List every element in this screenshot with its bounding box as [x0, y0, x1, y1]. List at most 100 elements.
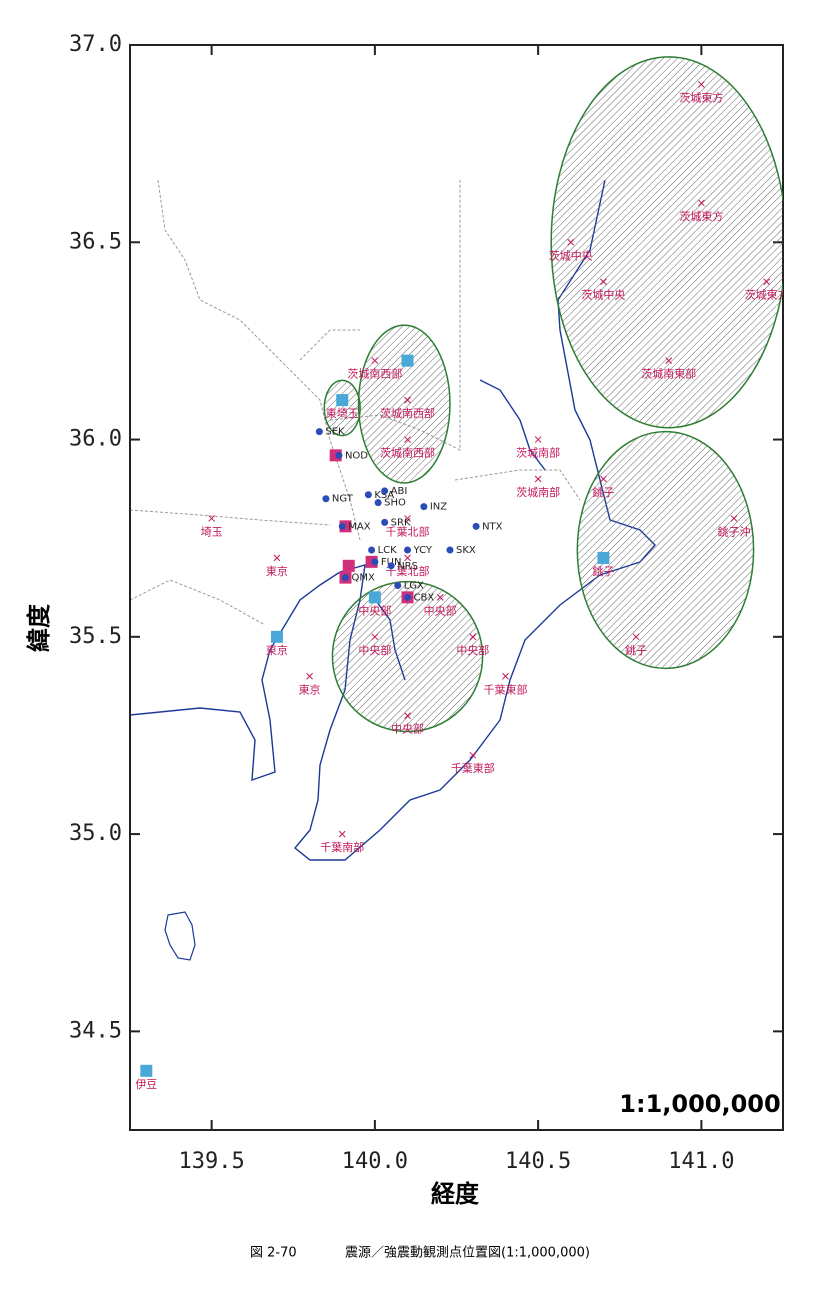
epicenter-label: 茨城南部: [516, 485, 560, 499]
station-square: [342, 559, 355, 572]
epicenter-label: 千葉北部: [386, 524, 430, 538]
station: [364, 491, 372, 499]
epicenter-label: 茨城南西部: [380, 406, 435, 420]
epicenter-label: 千葉東部: [483, 682, 527, 696]
epicenter-label: 中央部: [424, 603, 457, 617]
y-tick-label: 35.0: [69, 821, 122, 846]
epicenter: [208, 515, 215, 522]
station: [322, 495, 330, 503]
source-region: [323, 379, 361, 437]
epicenter-label: 千葉北部: [386, 564, 430, 578]
epicenter-label: 茨城南西部: [347, 367, 402, 381]
epicenter: [404, 712, 411, 720]
epicenter-label: 銚子: [592, 485, 614, 499]
epicenter: [436, 594, 444, 601]
station: [338, 522, 346, 530]
station-code: SKX: [456, 545, 476, 556]
station: [315, 428, 323, 436]
epicenter-label: 東埼玉: [326, 406, 359, 420]
epicenter: [534, 436, 542, 443]
epicenter: [469, 751, 477, 759]
epicenter: [404, 554, 411, 562]
station-code: ABI: [391, 486, 408, 497]
station-code: SHO: [384, 498, 406, 509]
epicenter: [371, 357, 379, 364]
epicenter-label: 茨城東方: [679, 90, 723, 104]
epicenter: [338, 830, 346, 838]
station-code: INZ: [430, 502, 447, 513]
epicenter-label: 茨城中央: [581, 288, 625, 302]
station-code: MAX: [348, 521, 370, 532]
epicenter-label: 中央部: [358, 603, 391, 617]
site-square: [140, 1064, 153, 1077]
epicenter-label: 中央部: [391, 722, 424, 736]
station-code: NGT: [332, 494, 354, 505]
epicenter: [404, 515, 411, 522]
source-region: [331, 580, 484, 733]
epicenter: [273, 554, 281, 562]
epicenter-label: 銚子沖: [718, 524, 751, 538]
epicenter-label: 中央部: [456, 643, 489, 657]
station: [335, 451, 343, 459]
station-code: SRK: [391, 517, 411, 528]
epicenter-label: 千葉東部: [451, 761, 495, 775]
y-tick-label: 36.0: [69, 427, 122, 452]
x-tick-label: 140.0: [342, 1149, 408, 1174]
caption-text: 震源／強震動観測点位置図(1:1,000,000): [345, 1246, 590, 1261]
island: [164, 911, 196, 961]
epicenter: [306, 672, 313, 680]
plot-frame: [129, 44, 784, 1131]
epicenter: [632, 633, 640, 641]
epicenter: [502, 672, 509, 680]
epicenter: [404, 436, 411, 443]
station-code: SEK: [325, 427, 345, 438]
station: [394, 582, 402, 590]
station-code: NOD: [345, 450, 368, 461]
epicenter: [534, 475, 542, 483]
station: [368, 546, 376, 554]
epicenter: [763, 278, 771, 286]
epicenter-label: 茨城中央: [549, 248, 593, 262]
epicenter-label: 茨城東方: [679, 209, 723, 223]
scale-label: 1:1,000,000: [619, 1090, 780, 1118]
y-tick-label: 34.5: [69, 1018, 122, 1043]
station: [420, 503, 428, 511]
epicenter-label: 銚子: [625, 643, 647, 657]
site-square: [597, 551, 610, 564]
y-tick-label: 35.5: [69, 624, 122, 649]
epicenter: [404, 396, 411, 404]
epicenter: [698, 81, 705, 88]
station-code: NTX: [482, 521, 503, 532]
epicenter-label: 茨城東方: [745, 288, 789, 302]
site-square: [368, 591, 381, 604]
epicenter: [371, 633, 379, 641]
caption-figure: 図 2-70: [250, 1246, 297, 1261]
epicenter-label: 東京: [266, 643, 288, 657]
station: [472, 522, 480, 530]
y-axis-label: 緯度: [25, 603, 53, 652]
station-code: CBX: [414, 592, 435, 603]
station-code: NRS: [397, 561, 418, 572]
station: [374, 499, 382, 507]
epicenter-label: 茨城南東部: [641, 367, 696, 381]
station-code: QMX: [351, 573, 374, 584]
y-tick-label: 36.5: [69, 229, 122, 254]
x-axis-label: 経度: [431, 1180, 480, 1208]
epicenter: [567, 238, 575, 246]
station: [381, 518, 389, 526]
epicenter-label: 東京: [299, 682, 321, 696]
epicenter-label: 銚子: [592, 564, 614, 578]
y-tick-label: 37.0: [69, 32, 122, 57]
epicenter-label: 東京: [266, 564, 288, 578]
site-square: [401, 354, 414, 367]
x-tick-label: 139.5: [179, 1149, 245, 1174]
site-square: [270, 630, 283, 643]
epicenter: [665, 357, 673, 364]
station-code: LGX: [404, 581, 424, 592]
epicenter-label: 埼玉: [201, 524, 223, 538]
station: [371, 558, 379, 566]
site-square: [336, 394, 349, 407]
station: [381, 487, 389, 495]
